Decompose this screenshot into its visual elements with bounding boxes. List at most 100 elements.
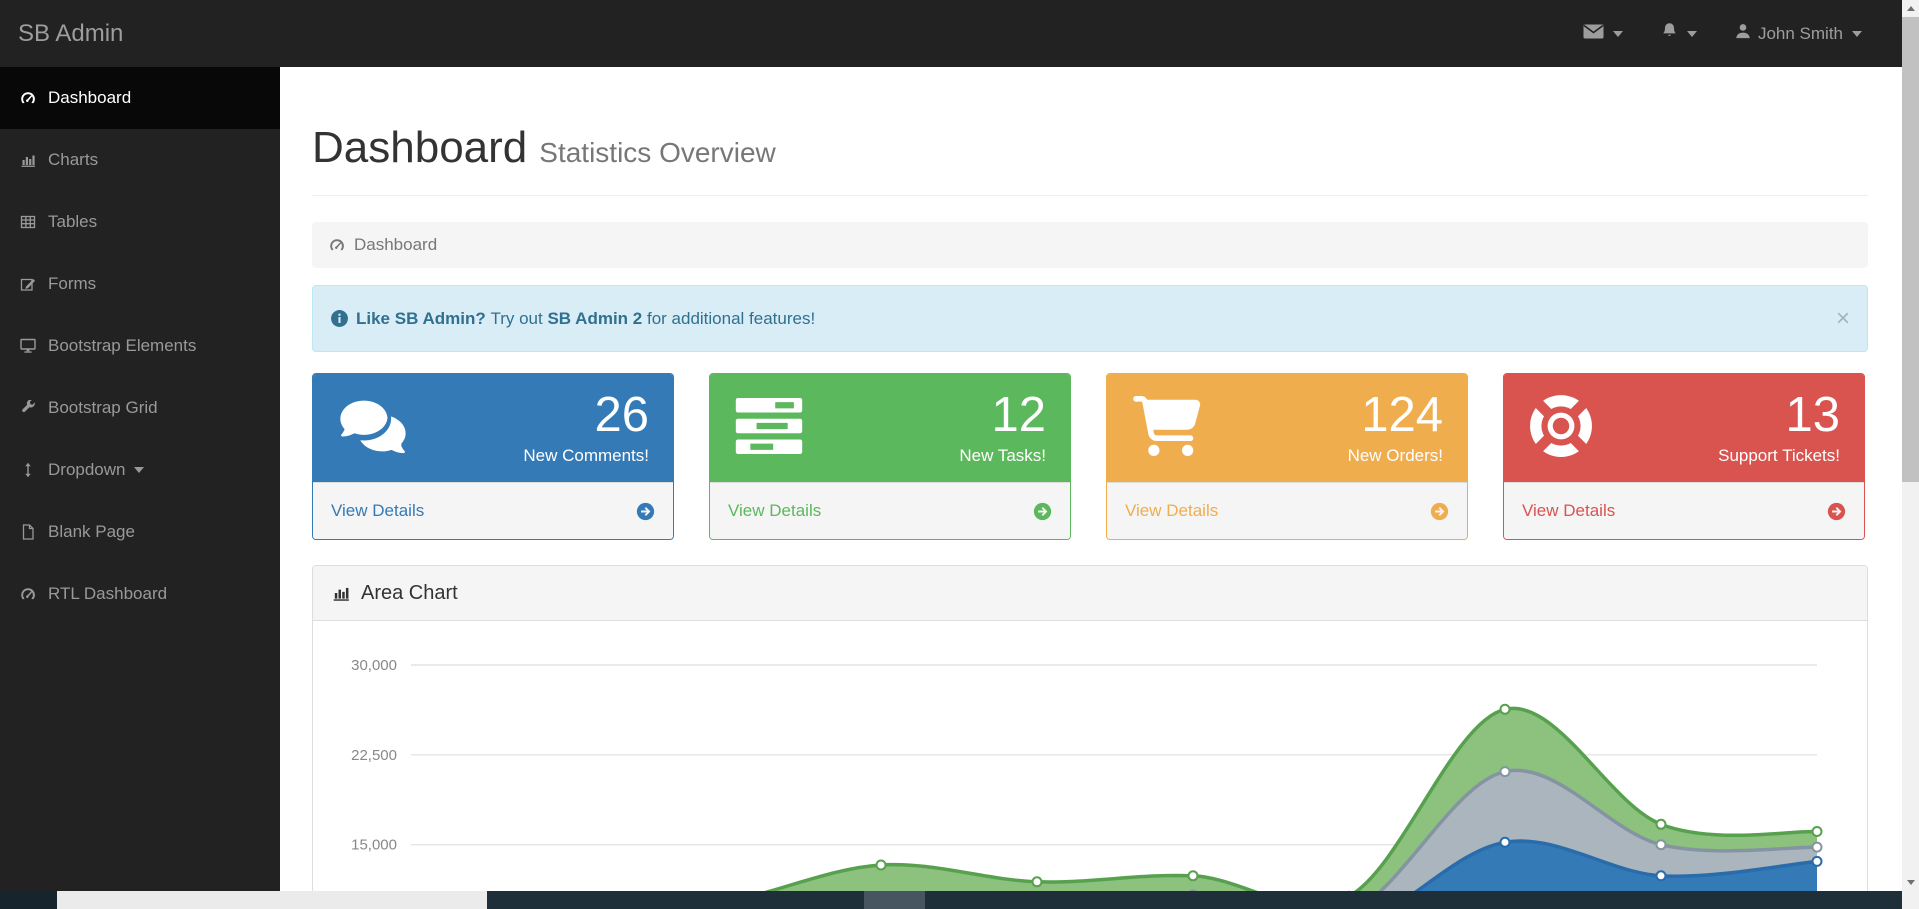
desktop-icon bbox=[19, 338, 39, 355]
main-content: Dashboard Statistics Overview Dashboard L… bbox=[280, 67, 1902, 891]
view-details-label: View Details bbox=[1522, 501, 1616, 520]
sidebar-item-label: Tables bbox=[48, 212, 98, 231]
stat-panel-comments: 26 New Comments! View Details bbox=[312, 373, 674, 540]
sidebar-item-label: Blank Page bbox=[48, 522, 135, 541]
svg-text:22,500: 22,500 bbox=[351, 747, 397, 764]
dashboard-icon bbox=[19, 586, 39, 603]
top-navbar: SB Admin John Smith bbox=[0, 0, 1902, 67]
bottom-taskbar bbox=[0, 891, 1919, 909]
taskbar-segment[interactable] bbox=[487, 891, 864, 909]
sidebar-item-bootstrap-grid[interactable]: Bootstrap Grid bbox=[0, 377, 280, 439]
edit-icon bbox=[19, 276, 39, 293]
sidebar-item-forms[interactable]: Forms bbox=[0, 253, 280, 315]
sidebar-item-charts[interactable]: Charts bbox=[0, 129, 280, 191]
svg-text:30,000: 30,000 bbox=[351, 657, 397, 674]
taskbar-segment[interactable] bbox=[57, 891, 487, 909]
user-icon bbox=[1735, 23, 1751, 44]
svg-text:15,000: 15,000 bbox=[351, 837, 397, 854]
sidebar-item-label: Dashboard bbox=[48, 88, 132, 107]
page-subtitle: Statistics Overview bbox=[539, 137, 776, 168]
area-chart-title: Area Chart bbox=[361, 581, 458, 604]
view-details-link[interactable]: View Details bbox=[1504, 482, 1864, 539]
stat-label: New Orders! bbox=[1347, 445, 1443, 465]
sidebar-item-bootstrap-elements[interactable]: Bootstrap Elements bbox=[0, 315, 280, 377]
sidebar-item-dashboard[interactable]: Dashboard bbox=[0, 67, 280, 129]
page-header-divider bbox=[312, 195, 1868, 196]
area-chart-heading: Area Chart bbox=[313, 566, 1867, 621]
caret-down-icon bbox=[1686, 30, 1697, 37]
close-icon[interactable]: × bbox=[1835, 304, 1850, 332]
page-title: Dashboard Statistics Overview bbox=[312, 123, 776, 173]
stat-label: New Comments! bbox=[523, 445, 649, 465]
stat-value: 124 bbox=[1361, 388, 1443, 443]
table-icon bbox=[19, 214, 39, 231]
stat-panel-body: 13 Support Tickets! bbox=[1504, 374, 1864, 482]
breadcrumb-item-dashboard: Dashboard bbox=[354, 235, 438, 254]
stat-label: New Tasks! bbox=[959, 445, 1046, 465]
triangle-up-icon bbox=[1906, 6, 1915, 11]
area-chart-body: 30,000 22,500 15,000 bbox=[313, 621, 1867, 891]
alert-trailing: for additional features! bbox=[646, 308, 816, 328]
breadcrumb: Dashboard bbox=[312, 222, 1868, 268]
alerts-dropdown[interactable] bbox=[1661, 22, 1697, 45]
tasks-icon bbox=[734, 397, 804, 459]
stat-value-block: 26 New Comments! bbox=[523, 388, 649, 465]
view-details-link[interactable]: View Details bbox=[1107, 482, 1467, 539]
area-chart-panel: Area Chart 30,000 22,500 15,000 bbox=[312, 565, 1868, 891]
stat-panel-body: 12 New Tasks! bbox=[710, 374, 1070, 482]
sidebar: Dashboard Charts Tables Forms Bootstrap … bbox=[0, 67, 280, 891]
stat-value: 26 bbox=[594, 388, 649, 443]
caret-down-icon bbox=[1612, 30, 1623, 37]
stat-panel-tasks: 12 New Tasks! View Details bbox=[709, 373, 1071, 540]
area-chart-svg: 30,000 22,500 15,000 bbox=[351, 657, 1823, 891]
page-title-text: Dashboard bbox=[312, 123, 528, 172]
arrow-circle-right-icon bbox=[1033, 502, 1052, 521]
arrow-circle-right-icon bbox=[1430, 502, 1449, 521]
arrow-circle-right-icon bbox=[1827, 502, 1846, 521]
taskbar-segment[interactable] bbox=[925, 891, 1902, 909]
messages-dropdown[interactable] bbox=[1583, 24, 1623, 44]
stat-value-block: 124 New Orders! bbox=[1347, 388, 1443, 465]
scrollbar-corner bbox=[1902, 891, 1919, 909]
taskbar-segment[interactable] bbox=[0, 891, 57, 909]
taskbar-segment[interactable] bbox=[864, 891, 925, 909]
brand[interactable]: SB Admin bbox=[18, 19, 124, 47]
scroll-down-button[interactable] bbox=[1902, 874, 1919, 891]
shopping-cart-icon bbox=[1131, 395, 1203, 461]
view-details-link[interactable]: View Details bbox=[710, 482, 1070, 539]
sidebar-item-blank-page[interactable]: Blank Page bbox=[0, 501, 280, 563]
sidebar-item-label: Dropdown bbox=[48, 460, 126, 479]
navbar-right: John Smith bbox=[1583, 22, 1902, 45]
triangle-down-icon bbox=[1906, 880, 1915, 885]
sidebar-item-label: Charts bbox=[48, 150, 99, 169]
stat-panel-support: 13 Support Tickets! View Details bbox=[1503, 373, 1865, 540]
life-ring-icon bbox=[1528, 393, 1594, 464]
sidebar-item-label: Forms bbox=[48, 274, 97, 293]
user-dropdown[interactable]: John Smith bbox=[1735, 23, 1862, 44]
sidebar-item-dropdown[interactable]: Dropdown bbox=[0, 439, 280, 501]
envelope-icon bbox=[1583, 24, 1604, 44]
caret-down-icon bbox=[133, 467, 144, 473]
scroll-up-button[interactable] bbox=[1902, 0, 1919, 17]
stat-value: 13 bbox=[1785, 388, 1840, 443]
info-circle-icon bbox=[330, 309, 349, 328]
sidebar-item-rtl-dashboard[interactable]: RTL Dashboard bbox=[0, 563, 280, 625]
arrows-v-icon bbox=[19, 462, 39, 479]
view-details-link[interactable]: View Details bbox=[313, 482, 673, 539]
bell-icon bbox=[1661, 22, 1678, 45]
stat-label: Support Tickets! bbox=[1718, 445, 1840, 465]
dashboard-icon bbox=[19, 90, 39, 107]
wrench-icon bbox=[19, 399, 39, 417]
stat-value-block: 13 Support Tickets! bbox=[1718, 388, 1840, 465]
alert-lead: Like SB Admin? bbox=[356, 308, 486, 328]
caret-down-icon bbox=[1852, 30, 1862, 37]
user-name: John Smith bbox=[1757, 23, 1843, 43]
alert-link-sb-admin-2[interactable]: SB Admin 2 bbox=[547, 308, 643, 328]
sidebar-item-tables[interactable]: Tables bbox=[0, 191, 280, 253]
bar-chart-icon bbox=[19, 152, 39, 169]
vertical-scrollbar-thumb[interactable] bbox=[1902, 17, 1919, 482]
sidebar-item-label: Bootstrap Elements bbox=[48, 336, 197, 355]
sidebar-item-label: RTL Dashboard bbox=[48, 584, 168, 603]
vertical-scrollbar[interactable] bbox=[1902, 0, 1919, 891]
